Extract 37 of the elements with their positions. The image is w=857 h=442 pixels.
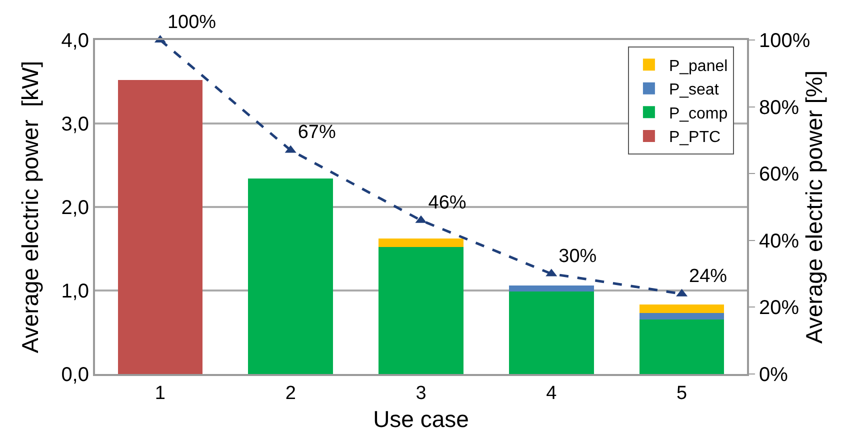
- y2-tick-label: 20%: [759, 297, 800, 320]
- bar: [118, 80, 203, 374]
- y2-tick-label: 60%: [759, 164, 800, 186]
- bar: [378, 247, 464, 374]
- legend-label: P_comp: [668, 105, 728, 122]
- bar: [248, 178, 333, 374]
- data-label: 100%: [167, 12, 216, 33]
- data-label: 30%: [558, 246, 597, 267]
- legend-label: P_panel: [668, 58, 728, 75]
- bar: [378, 238, 464, 248]
- y2-tick-label: 80%: [759, 96, 800, 119]
- y-tick-label: 1,0: [61, 280, 89, 302]
- data-label: 46%: [428, 192, 466, 214]
- legend-label: P_seat: [668, 82, 720, 99]
- y-tick-label: 0,0: [61, 364, 89, 386]
- x-axis-title: Use case: [373, 406, 469, 432]
- y-tick-label: 3,0: [61, 114, 89, 136]
- data-label: 67%: [298, 122, 336, 144]
- bar: [639, 313, 724, 320]
- bar: [509, 291, 594, 374]
- y2-axis-title: Average electric power [%]: [801, 70, 828, 344]
- y-tick-label: 2,0: [61, 197, 89, 219]
- y-axis-title: Average electric power [kW]: [17, 60, 43, 354]
- bar: [639, 320, 724, 374]
- x-tick-label: 2: [285, 382, 296, 404]
- data-label: 24%: [689, 266, 728, 287]
- bar: [639, 304, 724, 314]
- x-tick-label: 3: [416, 382, 426, 404]
- y2-tick-label: 0%: [759, 364, 788, 386]
- y2-tick-label: 40%: [759, 230, 800, 252]
- y-tick-label: 4,0: [61, 30, 89, 52]
- legend-label: P_PTC: [668, 129, 721, 146]
- x-tick-label: 1: [154, 382, 166, 404]
- x-tick-label: 4: [546, 382, 558, 404]
- y2-tick-label: 100%: [759, 30, 810, 52]
- bar: [509, 285, 594, 292]
- x-tick-label: 5: [676, 382, 688, 404]
